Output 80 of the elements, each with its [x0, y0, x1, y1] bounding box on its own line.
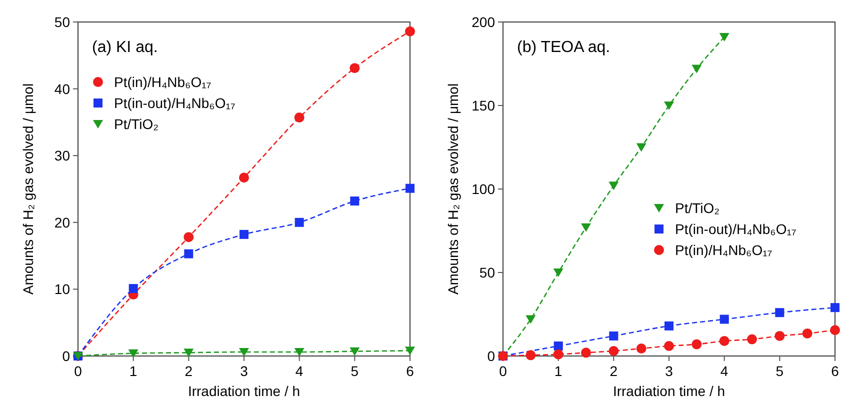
- y-tick-label: 40: [54, 80, 70, 97]
- x-tick-label: 6: [831, 363, 840, 379]
- x-axis-title: Irradiation time / h: [188, 383, 300, 399]
- point: [775, 308, 784, 318]
- x-tick-label: 5: [776, 363, 784, 379]
- y-tick-label: 50: [54, 14, 70, 30]
- point: [350, 347, 360, 356]
- x-axis-title: Irradiation time / h: [612, 383, 726, 399]
- y-tick-label: 0: [487, 348, 496, 364]
- point: [664, 102, 674, 110]
- x-tick-label: 6: [406, 363, 414, 379]
- point: [719, 336, 730, 346]
- point: [581, 348, 591, 358]
- point: [664, 321, 674, 330]
- point: [553, 268, 564, 277]
- point: [405, 26, 415, 36]
- point: [554, 341, 563, 350]
- point: [294, 112, 304, 123]
- legend-label: Pt(in-out)/H₄Nb₆O₁₇: [114, 95, 236, 111]
- point: [184, 348, 194, 358]
- point: [581, 223, 591, 232]
- point: [608, 346, 619, 356]
- point: [720, 314, 729, 324]
- point: [526, 315, 536, 324]
- point: [526, 350, 536, 360]
- y-tick-label: 50: [479, 264, 496, 280]
- point: [128, 349, 138, 358]
- legend-label: Pt(in-out)/H₄Nb₆O₁₇: [675, 221, 796, 237]
- point: [692, 339, 702, 350]
- legend-label: Pt/TiO₂: [114, 116, 159, 132]
- point: [608, 182, 619, 190]
- point: [350, 196, 360, 206]
- point: [239, 348, 249, 356]
- y-tick-label: 10: [54, 281, 70, 298]
- x-tick-label: 4: [720, 363, 728, 379]
- y-tick-label: 150: [472, 98, 496, 114]
- point: [553, 349, 564, 360]
- point: [692, 64, 702, 74]
- point: [294, 348, 304, 356]
- point: [664, 340, 674, 351]
- legend-label: Pt(in)/H₄Nb₆O₁₇: [675, 242, 772, 258]
- point: [350, 63, 360, 74]
- point: [774, 330, 785, 341]
- x-tick-label: 3: [665, 363, 674, 379]
- point: [830, 325, 840, 336]
- point: [747, 334, 757, 344]
- x-tick-label: 0: [74, 363, 82, 379]
- y-tick-label: 20: [54, 214, 70, 230]
- y-tick-label: 200: [472, 14, 496, 30]
- point: [719, 33, 730, 42]
- x-tick-label: 4: [295, 363, 304, 379]
- point: [406, 184, 414, 193]
- annotation: (b) TEOA aq.: [517, 39, 610, 56]
- point: [636, 343, 646, 354]
- y-axis-title: Amounts of H₂ gas evolved / μmol: [20, 83, 36, 295]
- point: [636, 143, 646, 152]
- x-tick-label: 3: [240, 363, 248, 379]
- point: [802, 328, 812, 338]
- x-tick-label: 1: [554, 363, 562, 379]
- point: [128, 284, 138, 294]
- point: [239, 172, 249, 183]
- annotation: (a) KI aq.: [92, 39, 158, 56]
- x-tick-label: 1: [129, 363, 138, 379]
- y-tick-label: 100: [472, 181, 496, 197]
- x-tick-label: 2: [610, 363, 618, 379]
- y-tick-label: 0: [62, 348, 70, 364]
- x-tick-label: 2: [184, 363, 193, 379]
- y-axis-title: Amounts of H₂ gas evolved / μmol: [445, 83, 461, 295]
- y-tick-label: 30: [54, 148, 70, 164]
- x-tick-label: 5: [350, 363, 359, 379]
- point: [184, 249, 194, 258]
- point: [184, 232, 194, 242]
- legend-label: Pt/TiO₂: [675, 200, 720, 216]
- legend-label: Pt(in)/H₄Nb₆O₁₇: [114, 74, 212, 90]
- x-tick-label: 0: [499, 363, 508, 379]
- point: [405, 346, 415, 356]
- point: [294, 218, 304, 227]
- point: [830, 303, 840, 312]
- point: [240, 230, 248, 239]
- point: [609, 331, 618, 340]
